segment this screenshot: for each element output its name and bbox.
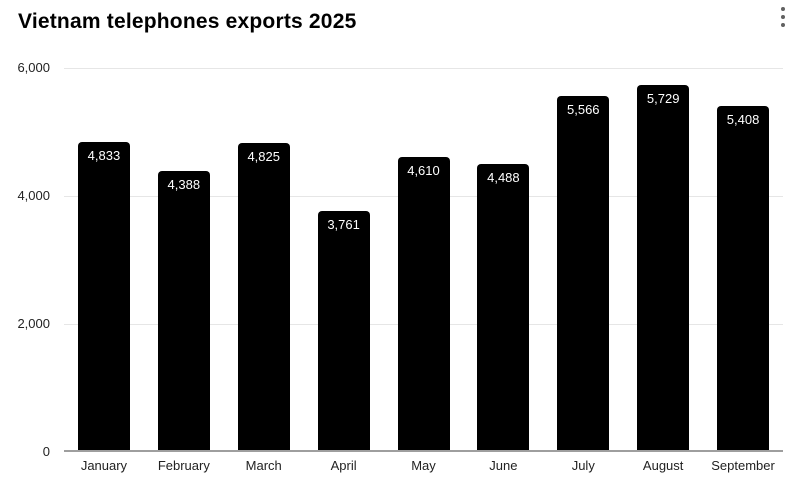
x-tick-label-april: April <box>330 458 357 473</box>
bar-february[interactable]: 4,388 <box>157 170 210 450</box>
bar-march[interactable]: 4,825 <box>237 142 290 450</box>
plot-area: 4,833 4,388 4,825 3,761 4,610 4,488 5,566 5,729… <box>64 68 783 452</box>
bar-value-label-july: 5,566 <box>567 101 600 117</box>
bar-august[interactable]: 5,729 <box>637 85 690 450</box>
bar-slot-january: 4,833 <box>64 68 144 450</box>
y-tick-label-4000: 4,000 <box>17 188 50 203</box>
x-axis: January February March April May June July Augu… <box>64 458 783 476</box>
bar-september[interactable]: 5,408 <box>717 105 770 450</box>
bar-value-label-march: 4,825 <box>247 148 280 164</box>
kebab-dot <box>781 23 785 27</box>
bar-value-label-may: 4,610 <box>407 162 440 178</box>
bar-june[interactable]: 4,488 <box>477 164 530 450</box>
bar-value-label-june: 4,488 <box>487 170 520 186</box>
x-tick-label-july: July <box>571 458 595 473</box>
bar-slot-july: 5,566 <box>543 68 623 450</box>
x-tick-label-march: March <box>245 458 282 473</box>
chart-title: Vietnam telephones exports 2025 <box>18 10 357 33</box>
x-tick-label-september: September <box>711 458 775 473</box>
kebab-menu-icon[interactable] <box>773 4 793 30</box>
x-tick-label-may: May <box>411 458 436 473</box>
bar-january[interactable]: 4,833 <box>77 142 130 450</box>
bar-value-label-april: 3,761 <box>327 216 360 232</box>
bar-slot-may: 4,610 <box>384 68 464 450</box>
bar-april[interactable]: 3,761 <box>317 210 370 450</box>
y-tick-label-6000: 6,000 <box>17 60 50 75</box>
bar-slot-june: 4,488 <box>463 68 543 450</box>
y-tick-label-0: 0 <box>42 444 50 459</box>
x-tick-label-august: August <box>642 458 684 473</box>
y-tick-label-2000: 2,000 <box>17 316 50 331</box>
gridline-6000 <box>64 68 783 69</box>
x-tick-label-february: February <box>157 458 210 473</box>
bar-value-label-august: 5,729 <box>646 91 680 107</box>
bars-row: 4,833 4,388 4,825 3,761 4,610 4,488 5,566 5,729… <box>64 68 783 450</box>
bar-slot-april: 3,761 <box>304 68 384 450</box>
bar-value-label-february: 4,388 <box>167 176 201 192</box>
bar-slot-september: 5,408 <box>703 68 783 450</box>
bar-value-label-september: 5,408 <box>726 111 760 127</box>
kebab-dot <box>781 7 785 11</box>
x-tick-label-january: January <box>80 458 128 473</box>
bar-may[interactable]: 4,610 <box>397 156 450 450</box>
kebab-dot <box>781 15 785 19</box>
x-tick-label-june: June <box>489 458 518 473</box>
bar-slot-august: 5,729 <box>623 68 703 450</box>
bar-value-label-january: 4,833 <box>87 148 121 164</box>
bar-july[interactable]: 5,566 <box>557 95 610 450</box>
bar-slot-february: 4,388 <box>144 68 224 450</box>
bar-slot-march: 4,825 <box>224 68 304 450</box>
